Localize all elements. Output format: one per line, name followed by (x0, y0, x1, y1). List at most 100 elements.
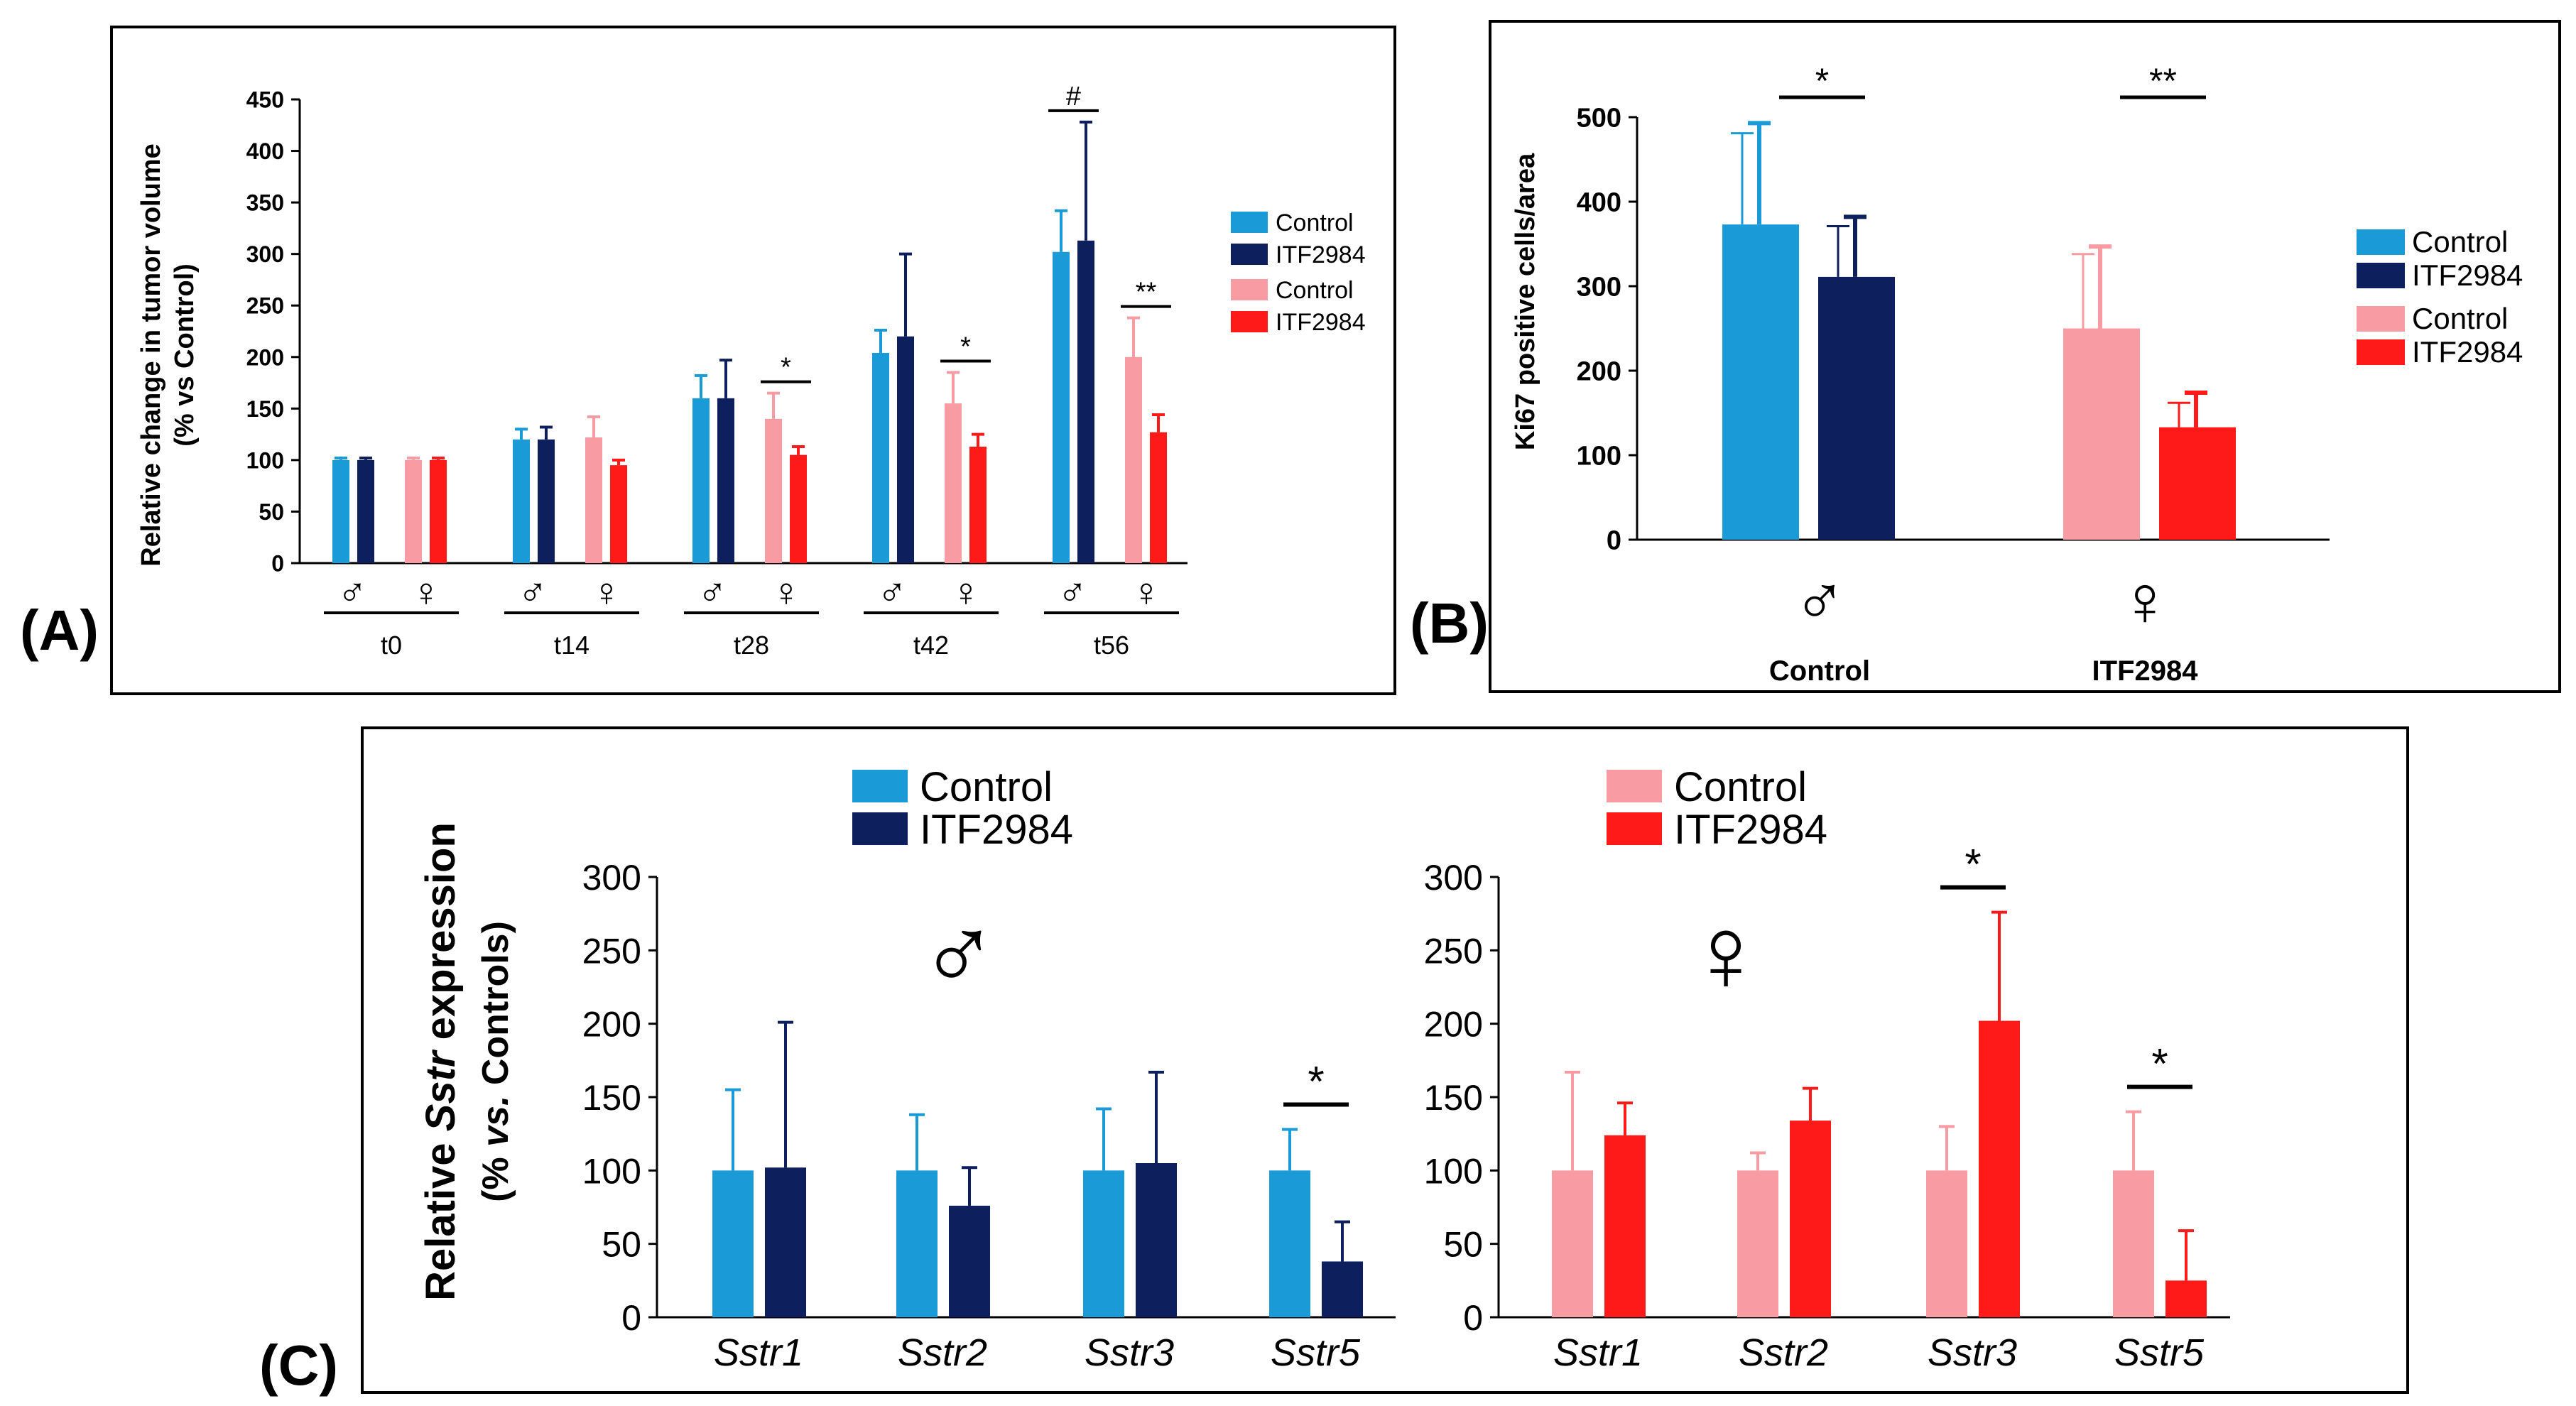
chart-c-male-y-tick-label: 300 (582, 858, 641, 898)
chart-c-male-legend-label: Control (920, 764, 1053, 810)
chart-a-bar (765, 418, 782, 563)
chart-a-bar (692, 398, 710, 563)
panel-a-ylabel-line2: (% vs Control) (170, 263, 200, 447)
chart-c-male-y-tick-label: 0 (621, 1298, 641, 1338)
chart-c-male-y-tick-label: 100 (582, 1151, 641, 1191)
chart-b-legend-swatch (2357, 263, 2405, 288)
chart-a-bar (1077, 240, 1094, 563)
chart-c-male-sex-symbol: ♂ (919, 894, 999, 1013)
panel-c-frame (361, 726, 2409, 1394)
chart-b-legend-swatch (2357, 339, 2405, 365)
chart-a-bar (610, 465, 627, 563)
chart-c-male-legend-label: ITF2984 (920, 807, 1073, 853)
chart-c-female-sex-symbol: ♀ (1686, 894, 1766, 1013)
chart-a-x-tick-label: t0 (381, 631, 402, 660)
panel-label-b: (B) (1410, 592, 1489, 655)
chart-c-male-y-tick-label: 150 (582, 1078, 641, 1118)
chart-b-legend-label: Control (2412, 302, 2508, 335)
chart-a-x-tick-label: t14 (554, 631, 589, 660)
chart-b-legend-swatch (2357, 229, 2405, 255)
chart-c-female-sig-label: * (1964, 841, 1981, 888)
chart-b-bar (2159, 427, 2236, 540)
chart-c-female-bar (1926, 1170, 1967, 1317)
chart-c-male-x-tick-label: Sstr3 (1085, 1331, 1174, 1374)
chart-c-female-bar (2165, 1280, 2207, 1317)
chart-c-male-y-tick-label: 50 (602, 1225, 641, 1265)
chart-a-bar (1150, 432, 1167, 563)
chart-a-legend-swatch (1231, 311, 1268, 332)
chart-a-legend-swatch (1231, 212, 1268, 233)
chart-c-male-y-tick-label: 200 (582, 1005, 641, 1045)
chart-c-male-bar (896, 1170, 938, 1317)
chart-a-y-tick-label: 300 (246, 241, 284, 267)
chart-a-y-tick-label: 450 (246, 87, 284, 113)
chart-a-bar (872, 352, 889, 563)
chart-c-female-bar (1979, 1020, 2020, 1317)
chart-c-male-bar (949, 1205, 990, 1317)
chart-b-y-tick-label: 200 (1577, 357, 1621, 387)
chart-c-male-bar (1136, 1163, 1177, 1317)
chart-b-y-tick-label: 300 (1577, 273, 1621, 303)
chart-c-male-bar (1322, 1261, 1363, 1317)
chart-a-female-symbol: ♀ (1131, 570, 1161, 614)
chart-c-female-sig-label: * (2151, 1040, 2168, 1088)
chart-a-y-tick-label: 150 (246, 396, 284, 422)
chart-a-legend-label: ITF2984 (1276, 241, 1366, 268)
chart-c-female-y-tick-label: 150 (1424, 1078, 1483, 1118)
chart-a-x-tick-label: t28 (734, 631, 769, 660)
panel-b-ylabel: Ki67 positive cells/area (1511, 153, 1540, 450)
panel-c-ylabel-line2-c: Controls) (475, 921, 516, 1096)
chart-b-legend-label: Control (2412, 225, 2508, 258)
chart-c-female-x-tick-label: Sstr5 (2114, 1331, 2205, 1374)
chart-a-female-symbol: ♀ (411, 570, 441, 614)
chart-a-bar (945, 403, 962, 563)
chart-a-male-symbol: ♂ (877, 570, 907, 614)
chart-b-y-tick-label: 400 (1577, 188, 1621, 218)
chart-c-male-legend-swatch (852, 812, 908, 845)
chart-b-legend-label: ITF2984 (2412, 258, 2523, 292)
chart-c-female-bar (2113, 1170, 2154, 1317)
chart-b-y-tick-label: 100 (1577, 442, 1621, 472)
chart-a-y-tick-label: 50 (259, 499, 284, 525)
chart-a-y-tick-label: 350 (246, 190, 284, 216)
chart-a-legend-swatch (1231, 279, 1268, 300)
chart-c-female-legend-swatch (1607, 812, 1662, 845)
chart-a-bar (405, 459, 422, 563)
chart-c-female-y-tick-label: 100 (1424, 1151, 1483, 1191)
chart-c-female-y-tick-label: 300 (1424, 858, 1483, 898)
chart-c-male-y-tick-label: 250 (582, 931, 641, 971)
chart-c-female-legend-label: Control (1674, 764, 1807, 810)
chart-a-legend-swatch (1231, 244, 1268, 265)
panel-c-ylabel-line2-b: vs. (475, 1096, 516, 1147)
panel-c-ylabel-prefix: Relative (418, 1131, 464, 1301)
chart-a-bar (430, 459, 447, 563)
panel-a-frame (110, 26, 1396, 695)
chart-a-bar (790, 454, 807, 563)
chart-a-bar (1125, 356, 1142, 563)
panel-c-ylabel-italic: Sstr (418, 1049, 464, 1131)
chart-a-sig-label: * (960, 332, 971, 362)
chart-c-female-bar (1604, 1135, 1646, 1317)
chart-a-bar (969, 447, 987, 563)
chart-a-bar (513, 439, 530, 563)
chart-b-sig-label: * (1815, 61, 1829, 101)
chart-a-bar (897, 336, 914, 563)
chart-b-sig-label: ** (2149, 61, 2177, 101)
chart-a-bar (585, 437, 602, 563)
chart-a-bar (538, 439, 555, 563)
chart-a-female-symbol: ♀ (592, 570, 621, 614)
chart-a-male-symbol: ♂ (1058, 570, 1087, 614)
chart-a-y-tick-label: 200 (246, 344, 284, 370)
chart-c-female-bar (1552, 1170, 1593, 1317)
chart-c-male-x-tick-label: Sstr1 (714, 1331, 803, 1374)
chart-a-sig-label: # (1066, 82, 1081, 111)
chart-c-male-bar (765, 1167, 806, 1317)
chart-b-bar (1722, 224, 1799, 540)
chart-a-legend-label: Control (1276, 209, 1354, 236)
panel-label-a: (A) (20, 599, 99, 662)
chart-a-male-symbol: ♂ (337, 570, 367, 614)
chart-a-bar (332, 459, 349, 563)
chart-b-male-symbol: ♂ (1793, 561, 1847, 641)
